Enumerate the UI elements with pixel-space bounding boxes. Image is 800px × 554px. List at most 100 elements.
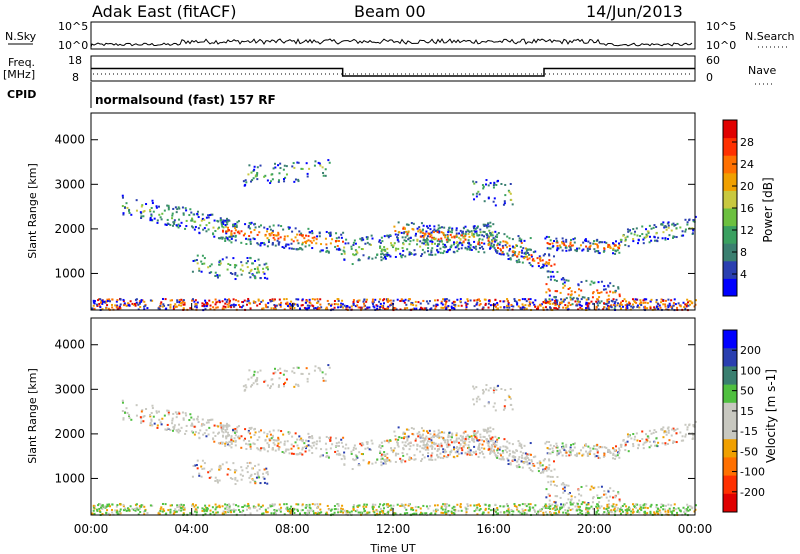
power-point (524, 251, 527, 254)
power-point (340, 302, 343, 305)
velocity-point (473, 451, 476, 454)
power-point (585, 307, 588, 310)
power-point (539, 259, 542, 262)
velocity-point (632, 442, 635, 445)
velocity-point (485, 384, 488, 387)
power-point (298, 233, 301, 236)
power-point (645, 298, 648, 301)
velocity-point (122, 417, 125, 420)
velocity-point (277, 448, 280, 451)
power-point (368, 306, 371, 309)
velocity-point (214, 434, 217, 437)
velocity-point (464, 430, 467, 433)
velocity-point (196, 415, 199, 418)
power-point (446, 235, 449, 238)
velocity-point (420, 427, 423, 430)
velocity-point (195, 464, 198, 467)
velocity-point (408, 458, 411, 461)
velocity-point (130, 418, 133, 421)
power-point (518, 237, 521, 240)
velocity-point (683, 511, 686, 514)
power-point (653, 224, 656, 227)
power-point (450, 231, 453, 234)
power-point (93, 300, 96, 303)
nave-tick-hi: 60 (706, 54, 720, 67)
power-point (258, 271, 261, 274)
power-point (128, 209, 131, 212)
velocity-point (190, 424, 193, 427)
power-point (192, 259, 195, 262)
power-point (499, 247, 502, 250)
velocity-point (208, 419, 211, 422)
power-point (253, 238, 256, 241)
velocity-point (280, 430, 283, 433)
power-point (256, 267, 259, 270)
power-point (474, 245, 477, 248)
velocity-point (496, 456, 499, 459)
velocity-point (361, 512, 364, 515)
velocity-point (301, 439, 304, 442)
velocity-point (691, 432, 694, 435)
power-point (484, 303, 487, 306)
velocity-point (417, 435, 420, 438)
power-colorbar-label: Power [dB] (761, 177, 775, 242)
power-point (674, 223, 677, 226)
velocity-point (288, 431, 291, 434)
power-point (380, 250, 383, 253)
velocity-point (151, 407, 154, 410)
power-point (496, 250, 499, 253)
velocity-point (590, 505, 593, 508)
power-point (559, 301, 562, 304)
power-point (191, 226, 194, 229)
velocity-point (179, 429, 182, 432)
velocity-point (436, 453, 439, 456)
power-point (547, 270, 550, 273)
power-point (641, 233, 644, 236)
power-point (221, 221, 224, 224)
power-point (296, 233, 299, 236)
velocity-point (271, 504, 274, 507)
velocity-point (394, 512, 397, 515)
power-point (393, 225, 396, 228)
velocity-point (421, 433, 424, 436)
power-point (534, 305, 537, 308)
power-point (483, 251, 486, 254)
velocity-point (342, 445, 345, 448)
velocity-point (279, 367, 282, 370)
velocity-point (138, 507, 141, 510)
velocity-point (518, 442, 521, 445)
power-point (376, 253, 379, 256)
power-point (502, 253, 505, 256)
velocity-point (507, 394, 510, 397)
velocity-point (399, 457, 402, 460)
velocity-point (419, 445, 422, 448)
y-tick-label: 3000 (54, 177, 85, 191)
velocity-point (548, 459, 551, 462)
power-point (655, 301, 658, 304)
velocity-point (394, 438, 397, 441)
power-point (586, 247, 589, 250)
power-point (158, 213, 161, 216)
nsky-tick-hi: 10^5 (58, 20, 88, 33)
power-point (670, 229, 673, 232)
velocity-point (529, 453, 532, 456)
power-point (229, 264, 232, 267)
velocity-point (276, 439, 279, 442)
power-point (97, 299, 100, 302)
velocity-point (559, 451, 562, 454)
velocity-point (487, 511, 490, 514)
power-point (537, 262, 540, 265)
power-point (243, 184, 246, 187)
velocity-point (513, 459, 516, 462)
power-point (481, 245, 484, 248)
power-point (203, 262, 206, 265)
power-point (428, 224, 431, 227)
velocity-point (283, 451, 286, 454)
velocity-point (489, 387, 492, 390)
velocity-point (553, 500, 556, 503)
power-point (191, 219, 194, 222)
power-point (350, 305, 353, 308)
velocity-point (224, 442, 227, 445)
velocity-point (412, 444, 415, 447)
power-point (576, 304, 579, 307)
